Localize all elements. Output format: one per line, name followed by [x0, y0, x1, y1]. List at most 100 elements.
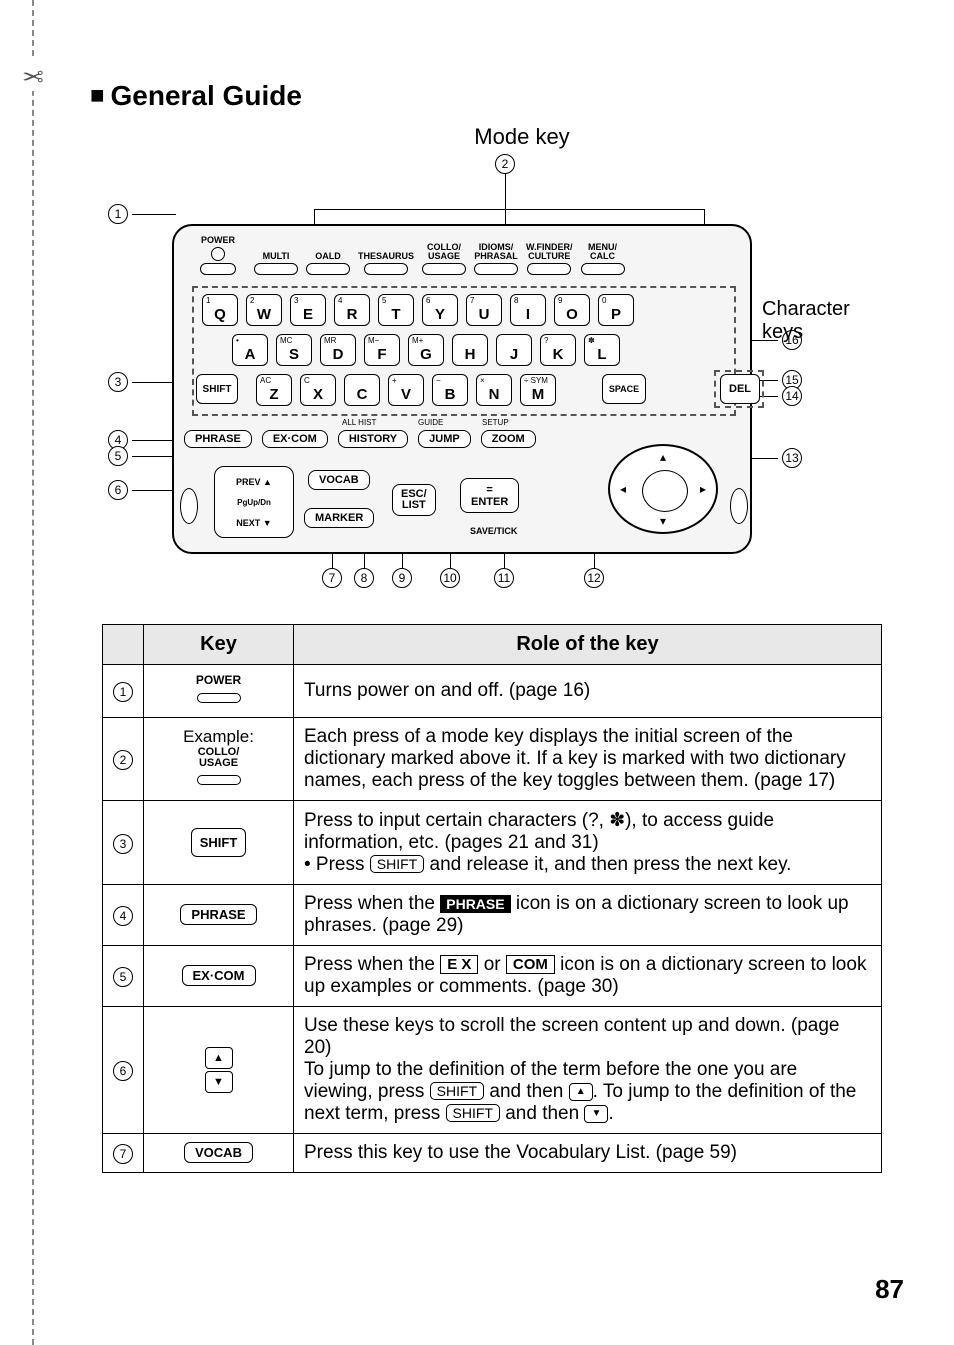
pgupdn-label: PgUp/Dn: [237, 498, 271, 507]
page-title: General Guide: [90, 80, 894, 112]
mode-key: IDIOMS/ PHRASAL: [474, 243, 518, 275]
fn-key-zoom: ZOOM: [481, 430, 536, 448]
arrow-left-icon: ◂: [620, 482, 626, 496]
arrow-down-icon: ▾: [660, 514, 666, 528]
function-key-row: PHRASE EX·COM HISTORY JUMP ZOOM: [184, 430, 536, 448]
esc-list-key: ESC/ LIST: [392, 484, 436, 516]
mode-key: MULTI: [254, 252, 298, 275]
char-key-g: M+G: [408, 334, 444, 366]
char-key-c: C: [344, 374, 380, 406]
character-keys-label: Character keys: [762, 298, 882, 344]
device-diagram: 2 13456 16151413 Character keys POWERMUL…: [102, 154, 882, 594]
character-keys-box: 1Q2W3E4R5T6Y7U8I9O0P •AMCSMRDM−FM+GHJ?K✽…: [192, 286, 736, 416]
mode-key: COLLO/ USAGE: [422, 243, 466, 275]
enter-eq: =: [471, 484, 508, 496]
char-key-h: H: [452, 334, 488, 366]
prev-label: PREV ▲: [236, 477, 272, 487]
char-key-r: 4R: [334, 294, 370, 326]
fn-key-history: HISTORY: [338, 430, 408, 448]
enter-key: = ENTER: [460, 478, 519, 513]
table-header-blank: [103, 625, 144, 665]
char-key-y: 6Y: [422, 294, 458, 326]
char-key-t: 5T: [378, 294, 414, 326]
callout-10: 10: [440, 568, 460, 588]
char-key-d: MRD: [320, 334, 356, 366]
char-key-x: CX: [300, 374, 336, 406]
callout-8: 8: [354, 568, 374, 588]
circled-2: 2: [495, 154, 515, 174]
callout-5: 5: [108, 446, 176, 466]
table-header-key: Key: [144, 625, 294, 665]
right-oval: [730, 488, 748, 524]
sublabel-allhist: ALL HIST: [342, 418, 376, 427]
char-key-b: −B: [432, 374, 468, 406]
mode-key: POWER: [200, 236, 236, 275]
scissors-icon: ✂: [22, 60, 44, 91]
mode-key: THESAURUS: [358, 252, 414, 275]
marker-key: MARKER: [304, 508, 374, 528]
mode-key: OALD: [306, 252, 350, 275]
shift-key: SHIFT: [196, 374, 238, 404]
sublabel-guide: GUIDE: [418, 418, 443, 427]
lead-line: [505, 174, 506, 224]
dpad-inner: [642, 470, 688, 512]
char-key-w: 2W: [246, 294, 282, 326]
char-key-a: •A: [232, 334, 268, 366]
table-row: 7VOCABPress this key to use the Vocabula…: [103, 1134, 882, 1173]
space-key-wrap: SPACE: [602, 374, 646, 404]
space-key: SPACE: [602, 374, 646, 404]
callout-6: 6: [108, 480, 176, 500]
table-row: 1POWERTurns power on and off. (page 16): [103, 665, 882, 718]
char-key-q: 1Q: [202, 294, 238, 326]
prev-next-key: PREV ▲ PgUp/Dn NEXT ▼: [214, 466, 294, 538]
cut-line: [32, 0, 34, 1345]
arrow-right-icon: ▸: [700, 482, 706, 496]
callout-1: 1: [108, 204, 176, 224]
table-row: 4PHRASEPress when the PHRASE icon is on …: [103, 885, 882, 946]
char-key-u: 7U: [466, 294, 502, 326]
enter-label: ENTER: [471, 496, 508, 508]
dpad-outer: ▴ ▾ ◂ ▸: [608, 444, 718, 534]
bottom-controls: PREV ▲ PgUp/Dn NEXT ▼ VOCAB MARKER ESC/ …: [180, 464, 748, 546]
callout-2: 2: [495, 154, 515, 174]
del-key: DEL: [720, 374, 760, 404]
char-key-m: ÷ SYMM: [520, 374, 556, 406]
fn-key-jump: JUMP: [418, 430, 471, 448]
next-label: NEXT ▼: [236, 518, 271, 528]
table-row: 2Example:COLLO/USAGEEach press of a mode…: [103, 718, 882, 801]
char-key-o: 9O: [554, 294, 590, 326]
callout-9: 9: [392, 568, 412, 588]
char-key-j: J: [496, 334, 532, 366]
char-key-e: 3E: [290, 294, 326, 326]
char-key-k: ?K: [540, 334, 576, 366]
char-key-s: MCS: [276, 334, 312, 366]
dpad: ▴ ▾ ◂ ▸: [608, 444, 718, 544]
char-key-l: ✽L: [584, 334, 620, 366]
key-role-table: Key Role of the key 1POWERTurns power on…: [102, 624, 882, 1173]
device-body: POWER MULTI OALD THESAURUS COLLO/ USAGEIDIOM…: [172, 224, 752, 554]
mode-key-label: Mode key: [90, 124, 894, 150]
callout-3: 3: [108, 372, 176, 392]
callout-12: 12: [584, 568, 604, 588]
table-header-role: Role of the key: [294, 625, 882, 665]
table-row: 5EX·COMPress when the E X or COM icon is…: [103, 946, 882, 1007]
vocab-key: VOCAB: [308, 470, 370, 490]
mode-key-row: POWER MULTI OALD THESAURUS COLLO/ USAGEIDIOM…: [200, 236, 625, 275]
left-oval: [180, 488, 198, 524]
char-key-n: ×N: [476, 374, 512, 406]
mode-key: W.FINDER/ CULTURE: [526, 243, 573, 275]
callout-11: 11: [494, 568, 514, 588]
page-number: 87: [875, 1274, 904, 1305]
char-key-v: +V: [388, 374, 424, 406]
sublabel-setup: SETUP: [482, 418, 509, 427]
arrow-up-icon: ▴: [660, 450, 666, 464]
char-key-z: ACZ: [256, 374, 292, 406]
fn-key-excom: EX·COM: [262, 430, 328, 448]
callout-7: 7: [322, 568, 342, 588]
lead-line: [314, 209, 704, 210]
char-key-i: 8I: [510, 294, 546, 326]
char-key-f: M−F: [364, 334, 400, 366]
table-row: 3SHIFTPress to input certain characters …: [103, 801, 882, 885]
fn-key-phrase: PHRASE: [184, 430, 252, 448]
table-row: 6▲▼Use these keys to scroll the screen c…: [103, 1007, 882, 1134]
